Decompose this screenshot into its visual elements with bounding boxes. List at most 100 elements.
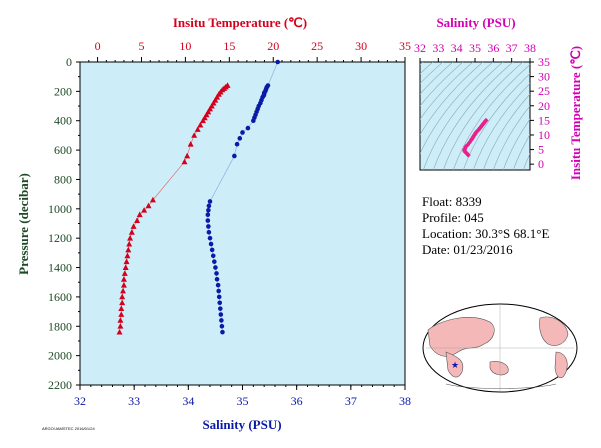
salinity-point bbox=[220, 329, 225, 335]
temperature-point bbox=[118, 305, 125, 312]
y-tick-label: 1200 bbox=[48, 231, 72, 245]
salinity-point bbox=[219, 323, 225, 329]
inset-density-curve bbox=[472, 83, 530, 170]
temperature-point bbox=[116, 328, 123, 335]
salinity-point bbox=[237, 136, 243, 141]
bottom-tick-label: 37 bbox=[345, 394, 357, 408]
temperature-point bbox=[117, 323, 124, 329]
inset-density-curve bbox=[420, 62, 484, 136]
top-tick-label: 15 bbox=[223, 39, 235, 53]
bottom-axis-title: Salinity (PSU) bbox=[202, 417, 281, 432]
salinity-point bbox=[213, 265, 218, 270]
salinity-point bbox=[217, 300, 223, 306]
salinity-point bbox=[232, 153, 237, 159]
salinity-point bbox=[217, 306, 223, 311]
temperature-point bbox=[194, 126, 201, 132]
temperature-point bbox=[124, 252, 131, 259]
temperature-point bbox=[127, 234, 134, 241]
map-land-eurasia-africa bbox=[427, 317, 495, 357]
map-land-africa-south bbox=[445, 351, 464, 378]
main-plot-area bbox=[79, 61, 406, 386]
y-tick-label: 200 bbox=[54, 84, 72, 98]
inset-top-tick-label: 32 bbox=[414, 41, 426, 55]
temperature-point bbox=[125, 246, 132, 253]
salinity-point bbox=[218, 312, 224, 317]
y-tick-label: 1600 bbox=[48, 290, 72, 304]
inset-density-curve bbox=[420, 62, 464, 107]
inset-plot-area bbox=[419, 61, 531, 171]
float-location-marker-icon: ★ bbox=[451, 361, 459, 371]
temperature-point bbox=[181, 158, 188, 165]
salinity-point bbox=[214, 271, 219, 276]
y-tick-label: 2200 bbox=[48, 378, 72, 392]
inset-right-tick-label: 15 bbox=[538, 113, 550, 127]
top-axis-title: Insitu Temperature (℃) bbox=[173, 15, 307, 30]
inset-top-tick-label: 36 bbox=[487, 41, 499, 55]
inset-density-curve bbox=[502, 118, 530, 170]
bottom-tick-label: 35 bbox=[237, 394, 249, 408]
y-tick-label: 800 bbox=[54, 172, 72, 186]
temperature-point bbox=[145, 202, 152, 209]
salinity-point bbox=[209, 247, 215, 253]
salinity-point bbox=[206, 203, 212, 209]
main-series bbox=[116, 59, 281, 335]
top-tick-label: 20 bbox=[267, 39, 279, 53]
inset-density-curve bbox=[452, 64, 530, 170]
bottom-tick-label: 34 bbox=[182, 394, 194, 408]
temperature-point bbox=[119, 293, 126, 300]
inset-top-tick-label: 38 bbox=[524, 41, 536, 55]
salinity-point bbox=[216, 288, 221, 294]
salinity-point bbox=[207, 199, 213, 204]
inset-series bbox=[461, 117, 489, 158]
inset-density-curve bbox=[492, 105, 530, 170]
salinity-point bbox=[275, 59, 281, 65]
temperature-point bbox=[197, 121, 204, 128]
inset-density-curve bbox=[420, 62, 454, 95]
temperature-point bbox=[122, 264, 129, 270]
inset-right-tick-label: 30 bbox=[538, 70, 550, 84]
inset-y-axis-title: Insitu Temperature (℃) bbox=[568, 46, 583, 180]
y-tick-label: 0 bbox=[66, 55, 72, 69]
profile-label: Profile: 045 bbox=[422, 210, 484, 225]
temperature-point bbox=[136, 211, 143, 218]
inset-density-curve bbox=[442, 62, 524, 170]
salinity-point bbox=[219, 318, 224, 323]
inset-density-curve bbox=[420, 62, 434, 75]
temperature-point bbox=[184, 152, 191, 159]
temperature-point bbox=[120, 287, 127, 294]
inset-density-curve bbox=[522, 153, 530, 170]
salinity-point bbox=[205, 218, 211, 223]
y-tick-label: 1800 bbox=[48, 319, 72, 333]
temperature-point bbox=[123, 258, 130, 265]
footer-credit: ARGO/JAMSTEC 2016/01/24 bbox=[42, 426, 95, 431]
salinity-point bbox=[208, 241, 214, 247]
salinity-point bbox=[207, 235, 213, 241]
inset-density-curve bbox=[432, 62, 514, 170]
world-map: ★ bbox=[422, 303, 578, 393]
temperature-point bbox=[128, 229, 135, 235]
temperature-point bbox=[119, 299, 126, 306]
inset-density-curve bbox=[422, 62, 504, 170]
inset-density-curves bbox=[420, 62, 530, 170]
top-tick-label: 10 bbox=[179, 39, 191, 53]
inset-right-tick-label: 5 bbox=[538, 143, 544, 157]
y-tick-label: 400 bbox=[54, 114, 72, 128]
map-grid-lines bbox=[426, 304, 574, 392]
temperature-point bbox=[149, 196, 156, 203]
salinity-point bbox=[216, 294, 222, 300]
bottom-tick-label: 36 bbox=[291, 394, 303, 408]
temperature-point bbox=[199, 117, 206, 124]
salinity-point bbox=[206, 224, 211, 229]
inset-top-tick-label: 35 bbox=[469, 41, 481, 55]
map-antarctica-outline bbox=[445, 383, 557, 389]
inset-top-tick-label: 33 bbox=[432, 41, 444, 55]
temperature-point bbox=[134, 217, 141, 223]
y-axis-title: Pressure (decibar) bbox=[16, 173, 31, 275]
temperature-point bbox=[120, 281, 127, 288]
top-tick-label: 35 bbox=[399, 39, 411, 53]
inset-top-tick-label: 34 bbox=[451, 41, 463, 55]
location-label: Location: 30.3°S 68.1°E bbox=[422, 226, 549, 241]
inset-right-tick-label: 10 bbox=[538, 128, 550, 142]
temperature-point bbox=[120, 276, 127, 282]
